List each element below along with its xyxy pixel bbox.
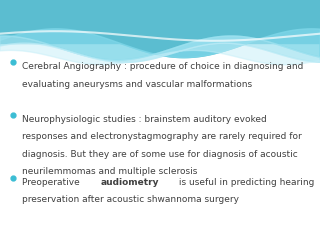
Text: is useful in predicting hearing: is useful in predicting hearing: [176, 178, 315, 187]
Text: diagnosis. But they are of some use for diagnosis of acoustic: diagnosis. But they are of some use for …: [22, 150, 298, 159]
Text: audiometry: audiometry: [100, 178, 159, 187]
Text: responses and electronystagmography are rarely required for: responses and electronystagmography are …: [22, 132, 302, 142]
Text: preservation after acoustic shwannoma surgery: preservation after acoustic shwannoma su…: [22, 195, 239, 204]
Text: Preoperative: Preoperative: [22, 178, 83, 187]
Text: neurilemmomas and multiple sclerosis: neurilemmomas and multiple sclerosis: [22, 167, 198, 176]
Text: Neurophysiologic studies : brainstem auditory evoked: Neurophysiologic studies : brainstem aud…: [22, 115, 267, 124]
Text: Cerebral Angiography : procedure of choice in diagnosing and: Cerebral Angiography : procedure of choi…: [22, 62, 304, 72]
Text: evaluating aneurysms and vascular malformations: evaluating aneurysms and vascular malfor…: [22, 80, 252, 89]
